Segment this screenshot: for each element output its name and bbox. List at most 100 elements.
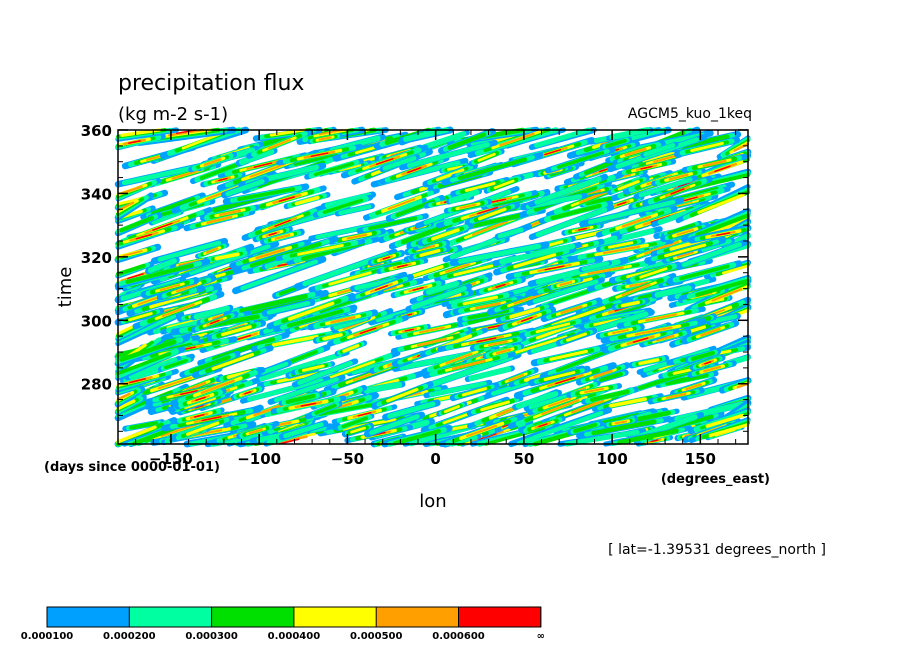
precip-streak <box>356 213 429 234</box>
precip-streak <box>616 158 677 177</box>
precip-contour-band <box>119 339 177 362</box>
precip-contour-band <box>716 232 731 236</box>
precip-streak <box>335 413 375 432</box>
precip-contour-band <box>237 187 296 202</box>
precip-contour-band <box>293 151 338 166</box>
precip-contour-band <box>488 340 509 347</box>
precip-contour-band <box>294 195 320 206</box>
precip-contour-band <box>632 337 649 343</box>
precip-contour-band <box>386 387 419 403</box>
precip-contour-band <box>244 391 252 395</box>
precip-streak <box>651 284 696 299</box>
precip-contour-band <box>369 414 420 435</box>
precip-contour-band <box>534 176 602 205</box>
precip-contour-band <box>621 215 652 228</box>
precip-contour-band <box>157 376 192 390</box>
precip-contour-band <box>322 333 343 341</box>
precip-contour-band <box>127 273 144 280</box>
precip-contour-band <box>408 265 444 279</box>
precip-streak <box>124 355 182 381</box>
precip-streak <box>561 222 604 236</box>
precip-contour-band <box>122 250 143 257</box>
precip-contour-band <box>350 426 366 434</box>
precip-streak <box>327 314 409 347</box>
precip-streak <box>441 152 544 186</box>
precip-streak <box>530 344 607 367</box>
precip-contour-band <box>157 240 222 262</box>
precip-streak <box>611 297 649 311</box>
precip-contour-band <box>588 199 676 225</box>
precip-contour-band <box>274 377 340 403</box>
precip-contour-band <box>499 132 535 147</box>
precip-contour-band <box>670 188 685 195</box>
x-tick-label: −100 <box>237 450 281 468</box>
precip-streak <box>595 323 645 340</box>
precip-streak <box>114 243 162 264</box>
precip-contour-band <box>560 305 583 315</box>
precip-streak <box>605 140 666 164</box>
precip-contour-band <box>248 428 263 435</box>
precip-contour-band <box>617 180 640 191</box>
precip-contour-band <box>638 177 693 198</box>
precip-streak <box>660 222 711 243</box>
precip-streak <box>528 127 597 151</box>
precip-contour-band <box>425 280 460 295</box>
precip-contour-band <box>419 245 436 251</box>
precip-streak <box>349 273 414 302</box>
precip-contour-band <box>121 164 200 186</box>
precip-contour-band <box>266 301 311 315</box>
precip-contour-band <box>541 399 580 416</box>
precip-contour-band <box>445 352 473 365</box>
precip-streak <box>640 141 679 158</box>
model-label: AGCM5_kuo_1keq <box>628 106 752 122</box>
precip-contour-band <box>435 168 465 182</box>
precip-streak <box>251 350 350 384</box>
precip-contour-band <box>538 423 548 428</box>
precip-streak <box>670 376 718 397</box>
colorbar-label: 0.000400 <box>268 631 321 642</box>
precip-streak <box>291 358 359 388</box>
precip-streak <box>307 309 379 331</box>
precip-contour-band <box>676 251 694 258</box>
precip-contour-band <box>544 265 565 271</box>
precip-contour-band <box>667 223 696 236</box>
precip-contour-band <box>700 327 721 337</box>
precip-contour-band <box>621 283 651 297</box>
precip-contour-band <box>116 425 157 444</box>
precip-streak <box>114 417 178 448</box>
precip-contour-band <box>532 279 599 304</box>
precip-contour-band <box>314 403 337 415</box>
precip-streak <box>260 228 305 246</box>
precip-contour-band <box>666 414 714 433</box>
precip-streak <box>363 411 426 438</box>
precip-contour-band <box>382 156 417 171</box>
precip-streak <box>179 350 241 378</box>
precip-streak <box>161 405 262 432</box>
precip-contour-band <box>643 241 680 255</box>
precip-streak <box>513 362 617 400</box>
precip-streak <box>603 417 639 428</box>
precip-contour-band <box>193 413 205 418</box>
precip-streak <box>493 367 539 389</box>
precip-contour-band <box>679 264 730 281</box>
precip-streak <box>464 201 521 227</box>
precip-streak <box>436 401 468 417</box>
colorbar-segment <box>293 607 377 627</box>
precip-contour-band <box>318 402 375 416</box>
precip-contour-band <box>328 271 372 286</box>
precip-streak <box>569 238 674 262</box>
precip-contour-band <box>464 181 496 193</box>
precip-streak <box>437 327 536 353</box>
x-axis-units: (degrees_east) <box>661 472 770 487</box>
precip-streak <box>257 359 292 377</box>
precip-streak <box>170 366 266 407</box>
precip-contour-band <box>640 165 653 170</box>
precip-contour-band <box>508 374 525 382</box>
precip-streak <box>644 236 727 264</box>
precip-streak <box>512 389 563 410</box>
precip-streak <box>115 133 166 151</box>
precip-contour-band <box>255 248 286 260</box>
precip-contour-band <box>587 266 624 275</box>
precip-contour-band <box>549 349 589 361</box>
precip-contour-band <box>556 151 605 169</box>
